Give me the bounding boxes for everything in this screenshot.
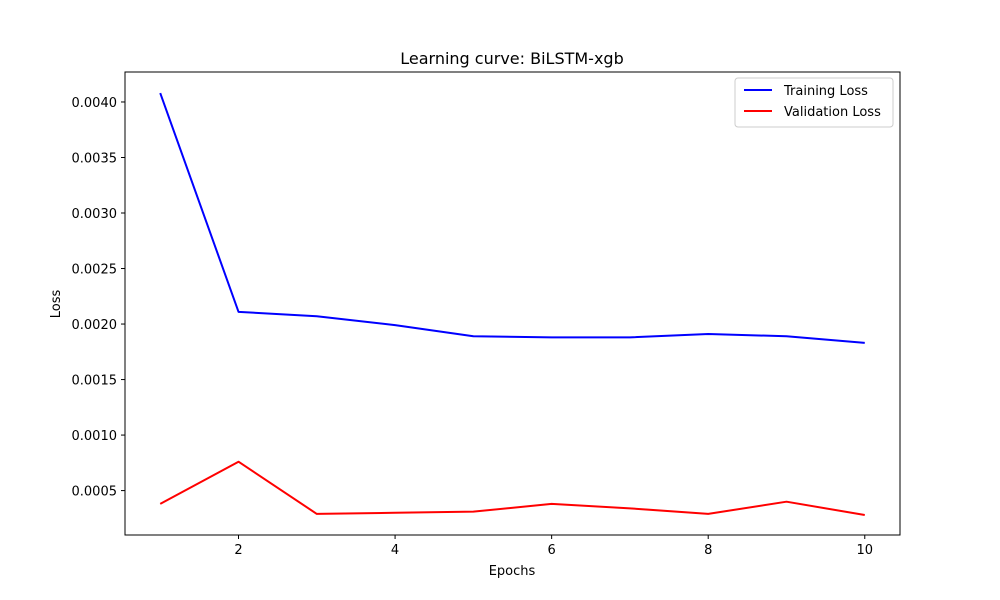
legend-box [734, 77, 894, 128]
y-tick-label: 0.0030 [72, 207, 118, 222]
plot-area-frame [124, 71, 901, 536]
y-tick-label: 0.0005 [72, 485, 118, 500]
x-tick-label: 2 [234, 543, 242, 558]
y-tick-label: 0.0020 [72, 318, 118, 333]
x-tick-label: 10 [856, 543, 873, 558]
y-tick-label: 0.0010 [72, 429, 118, 444]
x-axis: 2 4 6 8 10 [234, 535, 873, 558]
x-axis-label: Epochs [489, 564, 536, 579]
y-tick-label: 0.0035 [72, 151, 118, 166]
y-tick-label: 0.0015 [72, 374, 118, 389]
chart-title: Learning curve: BiLSTM-xgb [400, 49, 623, 68]
y-axis-label: Loss [49, 290, 64, 319]
legend-label-validation: Validation Loss [784, 105, 881, 120]
legend-label-training: Training Loss [783, 84, 868, 99]
y-axis: 0.0005 0.0010 0.0015 0.0020 0.0025 0.0030 0.00… [72, 96, 125, 500]
x-tick-label: 6 [548, 543, 556, 558]
series-line-training [159, 92, 865, 344]
series-layer [159, 92, 865, 516]
y-tick-label: 0.0040 [72, 96, 118, 111]
x-tick-label: 4 [391, 543, 399, 558]
x-tick-label: 8 [704, 543, 712, 558]
series-line-validation [159, 460, 865, 516]
y-tick-label: 0.0025 [72, 263, 118, 278]
legend: Training Loss Validation Loss [734, 77, 894, 128]
